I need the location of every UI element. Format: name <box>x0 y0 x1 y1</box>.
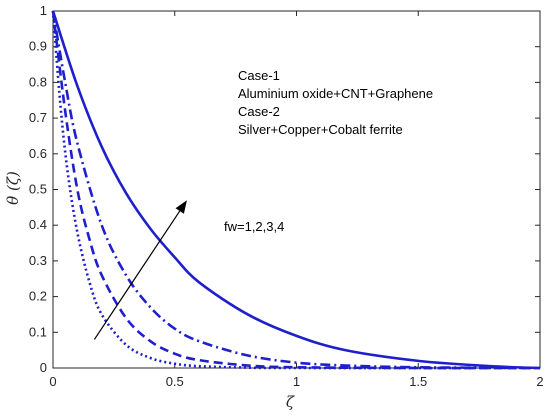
x-tick-label: 1 <box>293 374 300 389</box>
y-tick-label: 0 <box>40 360 47 375</box>
legend-case-1-materials: Aluminium oxide+CNT+Graphene <box>238 86 433 101</box>
y-tick-label: 1 <box>40 3 47 18</box>
series-line-3-dashed <box>51 10 541 370</box>
y-axis-label: θ (ζ) <box>4 171 22 205</box>
x-tick-label: 0 <box>49 374 56 389</box>
plot-frame <box>52 10 541 369</box>
legend-case-2-materials: Silver+Copper+Cobalt ferrite <box>238 122 403 137</box>
x-tick-label: 1.5 <box>409 374 427 389</box>
y-tick-label: 0.6 <box>29 146 47 161</box>
y-tick-label: 0.4 <box>29 217 47 232</box>
y-tick-label: 0.7 <box>29 110 47 125</box>
series-layer <box>51 10 541 370</box>
y-tick-label: 0.5 <box>29 182 47 197</box>
x-axis-label: ζ <box>286 393 295 411</box>
y-tick-label: 0.1 <box>29 324 47 339</box>
arrow-label: fw=1,2,3,4 <box>224 219 284 234</box>
legend-case-1: Case-1 <box>238 68 280 83</box>
arrow-line <box>93 210 181 340</box>
x-axis: 0 0.5 1 1.5 2 <box>49 11 544 389</box>
y-tick-label: 0.8 <box>29 74 47 89</box>
series-line-1-solid <box>51 10 541 370</box>
x-tick-label: 0.5 <box>166 374 184 389</box>
y-tick-label: 0.2 <box>29 289 47 304</box>
legend-case-2: Case-2 <box>238 104 280 119</box>
arrow-head <box>175 200 187 214</box>
series-line-4-dotted <box>51 10 541 370</box>
annotation-arrow-group <box>93 200 187 340</box>
y-tick-label: 0.3 <box>29 253 47 268</box>
y-axis: 0 0.1 0.2 0.3 0.4 0.5 0.6 0.7 0.8 0.9 1 <box>29 3 540 375</box>
x-tick-label: 2 <box>536 374 543 389</box>
series-line-2-dashdot <box>51 10 541 370</box>
plot-area: 0 0.5 1 1.5 2 0 0.1 0.2 0.3 0.4 0.5 0.6 0.7 0.8 0.9 1 <box>29 3 544 389</box>
y-tick-label: 0.9 <box>29 39 47 54</box>
